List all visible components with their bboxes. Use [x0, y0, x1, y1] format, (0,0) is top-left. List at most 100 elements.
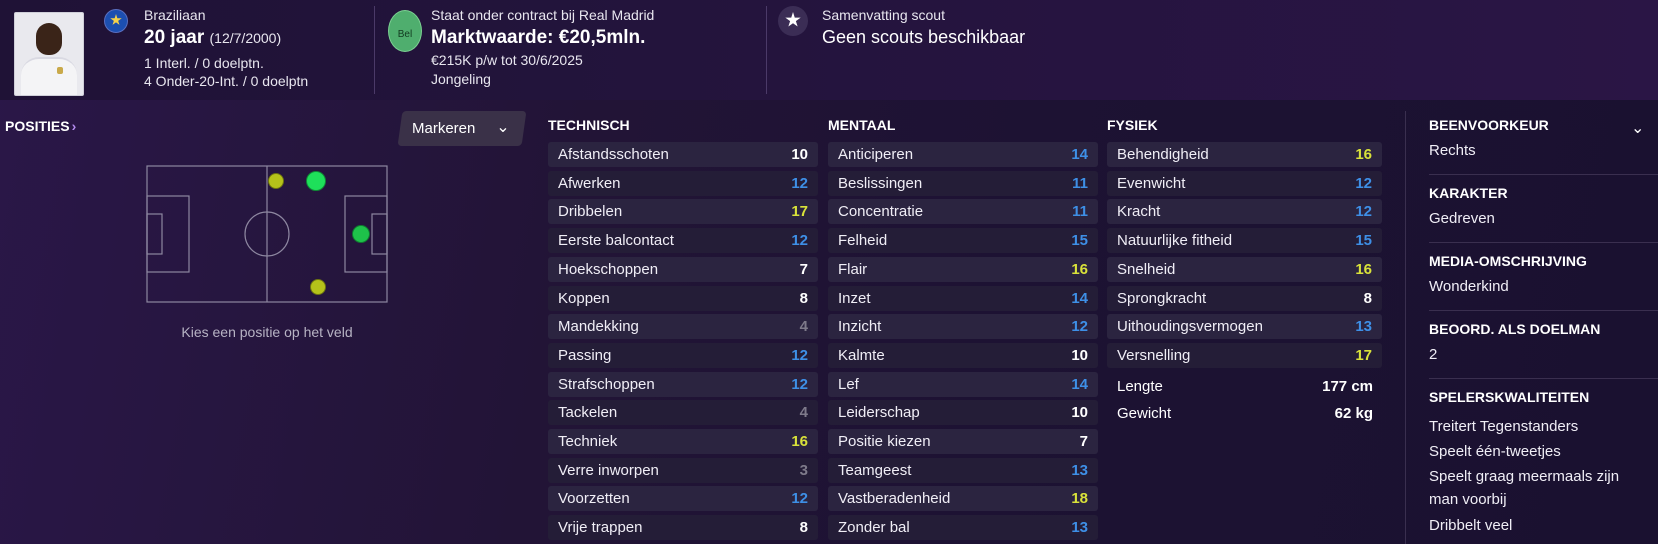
attribute-name: Flair — [838, 260, 868, 278]
attribute-name: Mandekking — [558, 318, 639, 336]
technical-attribute-row[interactable]: Koppen 8 — [548, 285, 818, 311]
header-divider — [374, 6, 375, 94]
personality-value: Gedreven — [1429, 210, 1495, 227]
attribute-value: 16 — [1071, 260, 1088, 278]
club-badge-icon[interactable]: Bel — [388, 10, 422, 52]
contract-status[interactable]: Staat onder contract bij Real Madrid — [431, 7, 655, 23]
height-value: 177 cm — [1322, 378, 1373, 395]
technical-title: TECHNISCH — [548, 117, 630, 133]
wage-info: €215K p/w tot 30/6/2025 — [431, 52, 583, 68]
position-dot[interactable] — [352, 225, 370, 243]
mental-attribute-row[interactable]: Inzet 14 — [828, 285, 1098, 311]
marker-dropdown[interactable]: Markeren ⌄ — [397, 111, 527, 146]
technical-attribute-row[interactable]: Afwerken 12 — [548, 170, 818, 196]
mental-attribute-row[interactable]: Lef 14 — [828, 371, 1098, 397]
mental-attribute-row[interactable]: Inzicht 12 — [828, 314, 1098, 340]
attribute-value: 17 — [791, 203, 808, 221]
attribute-name: Zonder bal — [838, 519, 910, 537]
mental-attribute-row[interactable]: Zonder bal 13 — [828, 515, 1098, 541]
position-pitch[interactable] — [146, 165, 388, 303]
technical-attribute-row[interactable]: Voorzetten 12 — [548, 486, 818, 512]
attribute-value: 12 — [791, 346, 808, 364]
section-divider — [1429, 242, 1658, 243]
section-divider — [1429, 310, 1658, 311]
mental-attribute-row[interactable]: Positie kiezen 7 — [828, 429, 1098, 454]
player-header: Braziliaan 20 jaar (12/7/2000) 1 Interl.… — [0, 0, 1658, 100]
market-value: Marktwaarde: €20,5mln. — [431, 27, 646, 48]
positions-link[interactable]: POSITIES › — [5, 118, 76, 134]
attribute-name: Concentratie — [838, 203, 924, 221]
mental-attribute-row[interactable]: Teamgeest 13 — [828, 457, 1098, 483]
mental-attribute-row[interactable]: Kalmte 10 — [828, 342, 1098, 368]
position-dot[interactable] — [268, 173, 284, 189]
technical-attribute-row[interactable]: Tackelen 4 — [548, 400, 818, 426]
player-trait[interactable]: Dribbelt veel — [1429, 517, 1513, 534]
mental-attribute-row[interactable]: Leiderschap 10 — [828, 400, 1098, 426]
player-trait[interactable]: Speelt graag meermaals zijn man voorbij — [1429, 468, 1620, 508]
technical-attribute-row[interactable]: Strafschoppen 12 — [548, 371, 818, 397]
goalkeeper-rating-title: BEOORD. ALS DOELMAN — [1429, 321, 1601, 337]
mental-attribute-row[interactable]: Flair 16 — [828, 256, 1098, 282]
physical-attribute-row[interactable]: Behendigheid 16 — [1107, 142, 1382, 167]
attribute-name: Vrije trappen — [558, 519, 643, 537]
attribute-name: Tackelen — [558, 404, 618, 422]
mental-attribute-row[interactable]: Vastberadenheid 18 — [828, 486, 1098, 512]
attribute-value: 12 — [1071, 318, 1088, 336]
technical-attribute-row[interactable]: Afstandsschoten 10 — [548, 142, 818, 167]
attribute-value: 8 — [1363, 289, 1372, 307]
position-dot[interactable] — [306, 171, 326, 191]
u20-caps: 4 Onder-20-Int. / 0 doelptn — [144, 73, 309, 89]
attribute-value: 16 — [1355, 146, 1372, 163]
physical-attribute-row[interactable]: Sprongkracht 8 — [1107, 285, 1382, 311]
technical-attribute-row[interactable]: Eerste balcontact 12 — [548, 228, 818, 254]
player-trait[interactable]: Speelt één-tweetjes — [1429, 443, 1561, 460]
attribute-name: Afstandsschoten — [558, 146, 669, 163]
attribute-value: 8 — [799, 519, 808, 537]
technical-attribute-row[interactable]: Dribbelen 17 — [548, 199, 818, 225]
physical-attribute-row[interactable]: Snelheid 16 — [1107, 256, 1382, 282]
mental-attribute-row[interactable]: Felheid 15 — [828, 228, 1098, 254]
header-divider — [766, 6, 767, 94]
mental-attribute-row[interactable]: Beslissingen 11 — [828, 170, 1098, 196]
height-label: Lengte — [1117, 378, 1163, 395]
attribute-name: Kalmte — [838, 346, 885, 364]
attribute-value: 10 — [1071, 404, 1088, 422]
chevron-down-icon: ⌄ — [496, 119, 510, 136]
attribute-name: Snelheid — [1117, 260, 1176, 278]
physical-attribute-row[interactable]: Evenwicht 12 — [1107, 170, 1382, 196]
attribute-value: 15 — [1355, 232, 1372, 250]
mental-attribute-row[interactable]: Anticiperen 14 — [828, 142, 1098, 167]
physical-attribute-row[interactable]: Kracht 12 — [1107, 199, 1382, 225]
chevron-right-icon: › — [71, 118, 77, 134]
technical-attribute-row[interactable]: Techniek 16 — [548, 429, 818, 454]
attribute-name: Kracht — [1117, 203, 1161, 221]
technical-attribute-row[interactable]: Mandekking 4 — [548, 314, 818, 340]
physical-attribute-row[interactable]: Natuurlijke fitheid 15 — [1107, 228, 1382, 254]
goalkeeper-rating-value: 2 — [1429, 346, 1438, 363]
technical-attribute-row[interactable]: Hoekschoppen 7 — [548, 256, 818, 282]
player-trait[interactable]: Treitert Tegenstanders — [1429, 418, 1579, 435]
attribute-value: 14 — [1071, 289, 1088, 307]
attribute-value: 16 — [791, 433, 808, 450]
attribute-value: 11 — [1072, 203, 1088, 221]
chevron-down-icon[interactable]: ⌄ — [1631, 120, 1645, 137]
attribute-name: Verre inworpen — [558, 461, 659, 479]
attribute-name: Sprongkracht — [1117, 289, 1207, 307]
physical-attribute-row[interactable]: Uithoudingsvermogen 13 — [1107, 314, 1382, 340]
attribute-name: Voorzetten — [558, 490, 630, 508]
attribute-name: Inzicht — [838, 318, 882, 336]
mental-title: MENTAAL — [828, 117, 896, 133]
age-value: 20 jaar — [144, 27, 205, 48]
physical-attribute-row[interactable]: Versnelling 17 — [1107, 342, 1382, 368]
position-dot[interactable] — [310, 279, 326, 295]
technical-attribute-row[interactable]: Verre inworpen 3 — [548, 457, 818, 483]
mental-attribute-row[interactable]: Concentratie 11 — [828, 199, 1098, 225]
weight-value: 62 kg — [1334, 405, 1373, 422]
technical-attribute-row[interactable]: Vrije trappen 8 — [548, 515, 818, 541]
attribute-value: 14 — [1071, 146, 1088, 163]
attribute-value: 10 — [791, 146, 808, 163]
brazil-flag-icon[interactable] — [104, 9, 128, 33]
pitch-lines — [146, 165, 388, 303]
technical-attribute-row[interactable]: Passing 12 — [548, 342, 818, 368]
marker-label: Markeren — [412, 120, 476, 137]
